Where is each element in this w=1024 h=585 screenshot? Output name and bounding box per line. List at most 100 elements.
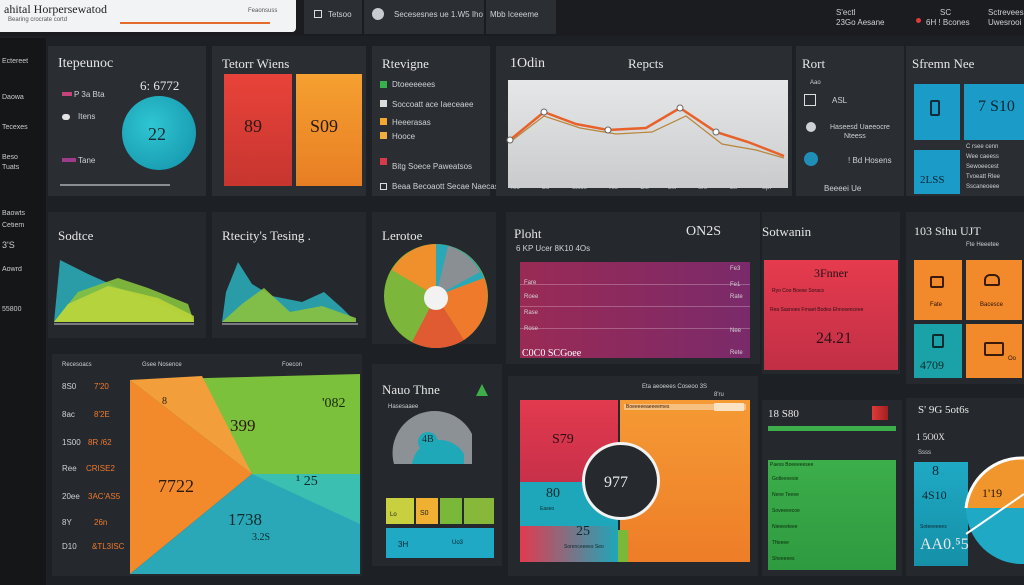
panel-overview-title: Itepeunoc [58, 56, 114, 71]
x-tick-5: LM [668, 185, 677, 191]
sidebar-item-3[interactable]: Beso [2, 154, 18, 161]
geo-value-3: 1738 [228, 510, 262, 529]
top-bar: ahital Horpersewatod Bearing crocrate co… [0, 0, 1024, 36]
geo-row-0-right: 7'20 [94, 382, 109, 391]
geo-row-4-left: 20ee [62, 492, 80, 501]
tile-blue-3[interactable]: 2LSS [914, 150, 960, 194]
toggle-switch[interactable] [714, 403, 744, 411]
tiles-top-title: Sfremn Nee [912, 56, 975, 71]
panel-report: Rort Aao ASL Haseesd Uaeeocre Nteess ! B… [796, 46, 904, 196]
sidebar-item-2[interactable]: Tecexes [2, 124, 28, 131]
tile-orange-2[interactable]: Bacesce [966, 260, 1022, 320]
x-tick-1: Bo [542, 185, 550, 191]
panel-donut-blocks: Eta aeoeees Coseoo 3S Boeeeeeaeeeemes 97… [508, 376, 758, 576]
search-box[interactable]: ahital Horpersewatod Bearing crocrate co… [0, 0, 296, 32]
inbox-icon [930, 276, 944, 288]
panel-line-chart: 1Odin Repcts Teo Bo Slsoe Yes Cle LM Srs… [496, 46, 792, 196]
user-icon [372, 8, 384, 20]
bar-label-1: S0 [420, 510, 429, 517]
donut-header-right: 8'ru [714, 392, 724, 398]
document-icon [804, 94, 816, 106]
geo-row-6-left: D10 [62, 542, 77, 551]
alert-dot-icon [916, 18, 921, 23]
search-subtitle: Bearing crocrate cortd [8, 17, 68, 23]
geo-value-4: ¹ 25 [296, 474, 318, 489]
line-chart-svg [506, 104, 785, 159]
teal-caption-2: Easeo [540, 506, 555, 512]
x-tick-4: Cle [640, 185, 650, 191]
top-right-2b: 6H ! Bcones [926, 18, 970, 27]
top-right-3b: Uwesrooi [988, 18, 1022, 27]
magenta-divider-2 [520, 306, 750, 307]
sidebar-item-0[interactable]: Ectereet [2, 58, 29, 65]
overview-row-3: Tane [78, 156, 96, 165]
bottom-right-v1: 1 5O0X [916, 432, 945, 442]
magenta-right-0: Fe3 [730, 266, 741, 272]
tile-orange-3-label: Oo [1008, 356, 1017, 362]
tile-orange-1-label: Fate [930, 302, 943, 308]
tile-orange-3[interactable]: Oo [966, 324, 1022, 378]
tile-teal-1[interactable]: 4709 [914, 324, 962, 378]
tiles-top-line-0: C rsee cenn [966, 144, 999, 150]
geo-header-0: Recesoacs [62, 362, 92, 368]
green-line-4: Tfteeee [772, 540, 789, 546]
geo-row-4-right: 3AC'AS5 [88, 492, 121, 501]
panel-gauge-bars: Nauo Thne Hasesaaee 4B Lo S0 3H Uo3 [372, 364, 502, 566]
report-line-1: ASL [832, 96, 848, 105]
line-chart-title-2: Repcts [628, 56, 664, 71]
bar-orange-value: S09 [310, 116, 339, 136]
top-tab-1[interactable]: Tetsoo [304, 0, 362, 34]
bottom-right-v4: 4S10 [922, 488, 947, 502]
x-tick-6: Srs [698, 185, 707, 191]
sidebar-item-8[interactable]: Aowrd [2, 266, 22, 273]
report-line-3: Nteess [844, 133, 866, 140]
geo-row-2-left: 1S00 [62, 438, 81, 447]
geo-row-2-right: 8R /62 [88, 438, 112, 447]
tiles-top-line-2: Sewoeecest [966, 164, 999, 170]
panel-area-chart-2: Rtecity's Tesing . [212, 212, 366, 338]
overview-circle-value: 22 [148, 124, 166, 144]
geo-row-6-right: &TL3ISC [92, 542, 125, 551]
pie-chart-title: Lerotoe [382, 228, 423, 243]
software-block [764, 260, 898, 370]
sidebar-item-5[interactable]: Baowts [2, 210, 25, 217]
top-tab-2[interactable]: Secesesnes ue 1.W5 Iho [364, 0, 484, 34]
briefcase-icon [984, 342, 1004, 356]
green-line-2: Soveeeecoe [772, 508, 800, 514]
gauge-svg [392, 410, 472, 464]
bar-green [440, 498, 462, 524]
geo-row-1-left: 8ac [62, 410, 75, 419]
bottom-right-pie-svg [964, 456, 1024, 565]
window-icon [314, 10, 322, 18]
legend-item-1: Dtoeeeeees [392, 80, 436, 89]
green-bar-top [768, 426, 896, 431]
settings-icon [806, 122, 816, 132]
green-line-0: Gotleexesie [772, 476, 799, 482]
line-point-3 [676, 104, 684, 112]
tile-blue-1[interactable] [914, 84, 960, 140]
bar-red [224, 74, 292, 186]
sidebar-item-4[interactable]: Tuats [2, 164, 20, 171]
software-value-1: 3Fnner [814, 266, 848, 280]
panel-green: 18 S80 Paess Boeeeeesee Gotleexesie Nene… [762, 400, 902, 576]
line-point-4 [712, 128, 720, 136]
sidebar-item-6[interactable]: Cetiem [2, 222, 25, 229]
tile-teal-1-value: 4709 [920, 358, 944, 372]
tile-blue-2[interactable]: 7 S10 [964, 84, 1024, 140]
sidebar-item-1[interactable]: Daowa [2, 94, 24, 101]
tile-orange-1[interactable]: Fate [914, 260, 962, 320]
bottom-right-v7: Soteeeeees [920, 524, 947, 530]
line-point-2 [604, 126, 612, 134]
green-line-1: Nene Teeee [772, 492, 799, 498]
sidebar-item-7[interactable]: 3'S [2, 240, 15, 250]
magenta-right-4: Rete [730, 350, 743, 356]
geo-row-5-left: 8Y [62, 518, 72, 527]
sidebar-item-9[interactable]: 55800 [2, 306, 22, 313]
software-title: Sotwanin [762, 224, 812, 239]
report-line-4: ! Bd Hosens [848, 156, 892, 165]
tiles-top-line-3: Tvoeatt Rlee [966, 174, 1001, 180]
top-tab-3[interactable]: Mbb Iceeeme [486, 0, 556, 34]
legend-swatch-red [380, 158, 387, 165]
panel-bars: Tetorr Wiens 89 S09 [212, 46, 366, 196]
panel-overview: Itepeunoc 6: 6772 22 P 3a Bta Itens Tane [48, 46, 206, 196]
